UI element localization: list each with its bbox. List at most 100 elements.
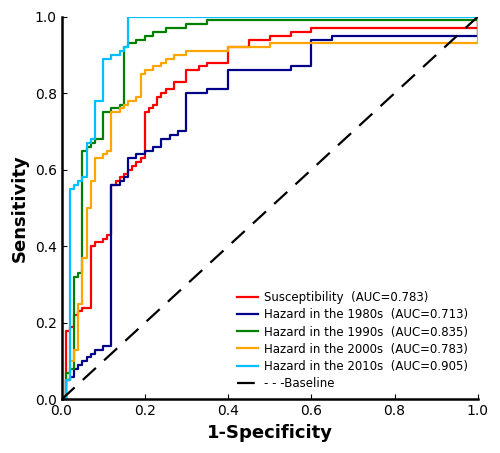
Hazard in the 1980s  (AUC=0.713) — [184, 91, 190, 96]
Hazard in the 2010s  (AUC=0.905) — [80, 175, 86, 180]
Hazard in the 2010s  (AUC=0.905) — [75, 178, 81, 184]
Hazard in the 1980s  (AUC=0.713) — [67, 374, 73, 379]
Hazard in the 2000s  (AUC=0.783) — [108, 110, 114, 115]
Hazard in the 2010s  (AUC=0.905) — [62, 378, 68, 383]
Hazard in the 1980s  (AUC=0.713) — [100, 343, 106, 349]
Hazard in the 1990s  (AUC=0.835) — [108, 106, 114, 111]
Susceptibility  (AUC=0.783) — [184, 67, 190, 73]
Susceptibility  (AUC=0.783) — [204, 60, 210, 65]
Hazard in the 1980s  (AUC=0.713) — [329, 33, 335, 39]
Susceptibility  (AUC=0.783) — [134, 159, 140, 165]
Hazard in the 2010s  (AUC=0.905) — [121, 44, 127, 50]
Hazard in the 1980s  (AUC=0.713) — [225, 67, 231, 73]
Susceptibility  (AUC=0.783) — [171, 79, 177, 84]
Susceptibility  (AUC=0.783) — [162, 87, 168, 92]
Susceptibility  (AUC=0.783) — [125, 167, 131, 173]
Hazard in the 1990s  (AUC=0.835) — [92, 136, 98, 142]
Hazard in the 1990s  (AUC=0.835) — [150, 29, 156, 34]
Susceptibility  (AUC=0.783) — [112, 178, 118, 184]
Hazard in the 1980s  (AUC=0.713) — [71, 366, 77, 371]
Hazard in the 2010s  (AUC=0.905) — [475, 14, 481, 19]
Line: Susceptibility  (AUC=0.783): Susceptibility (AUC=0.783) — [62, 17, 478, 400]
Hazard in the 2000s  (AUC=0.783) — [125, 98, 131, 104]
Hazard in the 2000s  (AUC=0.783) — [67, 358, 73, 364]
Susceptibility  (AUC=0.783) — [308, 25, 314, 31]
Susceptibility  (AUC=0.783) — [104, 232, 110, 237]
Susceptibility  (AUC=0.783) — [146, 106, 152, 111]
Hazard in the 2000s  (AUC=0.783) — [75, 301, 81, 307]
Susceptibility  (AUC=0.783) — [130, 163, 136, 169]
Susceptibility  (AUC=0.783) — [121, 171, 127, 176]
Susceptibility  (AUC=0.783) — [158, 91, 164, 96]
Hazard in the 1980s  (AUC=0.713) — [175, 129, 181, 134]
Hazard in the 2000s  (AUC=0.783) — [104, 148, 110, 153]
Hazard in the 2000s  (AUC=0.783) — [84, 205, 89, 211]
Hazard in the 1980s  (AUC=0.713) — [62, 378, 68, 383]
Hazard in the 2000s  (AUC=0.783) — [92, 155, 98, 161]
Susceptibility  (AUC=0.783) — [288, 29, 294, 34]
Hazard in the 1990s  (AUC=0.835) — [100, 110, 106, 115]
Hazard in the 1990s  (AUC=0.835) — [80, 148, 86, 153]
Susceptibility  (AUC=0.783) — [196, 64, 202, 69]
Hazard in the 2000s  (AUC=0.783) — [88, 178, 94, 184]
Hazard in the 1980s  (AUC=0.713) — [204, 87, 210, 92]
Susceptibility  (AUC=0.783) — [80, 305, 86, 310]
Line: Hazard in the 1990s  (AUC=0.835): Hazard in the 1990s (AUC=0.835) — [62, 17, 478, 400]
Hazard in the 1980s  (AUC=0.713) — [142, 148, 148, 153]
Hazard in the 2000s  (AUC=0.783) — [162, 56, 168, 62]
Hazard in the 1990s  (AUC=0.835) — [62, 370, 68, 376]
Susceptibility  (AUC=0.783) — [225, 44, 231, 50]
Hazard in the 2000s  (AUC=0.783) — [150, 64, 156, 69]
Hazard in the 2000s  (AUC=0.783) — [138, 71, 143, 77]
Hazard in the 1980s  (AUC=0.713) — [150, 144, 156, 149]
Hazard in the 1990s  (AUC=0.835) — [75, 270, 81, 276]
Hazard in the 1980s  (AUC=0.713) — [288, 64, 294, 69]
Hazard in the 2000s  (AUC=0.783) — [58, 397, 64, 402]
Susceptibility  (AUC=0.783) — [108, 183, 114, 188]
Susceptibility  (AUC=0.783) — [92, 240, 98, 245]
Susceptibility  (AUC=0.783) — [75, 308, 81, 314]
Hazard in the 1990s  (AUC=0.835) — [125, 41, 131, 46]
Hazard in the 1980s  (AUC=0.713) — [167, 133, 173, 138]
Hazard in the 1980s  (AUC=0.713) — [134, 152, 140, 157]
Susceptibility  (AUC=0.783) — [88, 244, 94, 249]
Hazard in the 2000s  (AUC=0.783) — [158, 60, 164, 65]
Susceptibility  (AUC=0.783) — [138, 155, 143, 161]
Hazard in the 1980s  (AUC=0.713) — [80, 358, 86, 364]
Hazard in the 1990s  (AUC=0.835) — [475, 14, 481, 19]
Hazard in the 2000s  (AUC=0.783) — [475, 14, 481, 19]
Hazard in the 2010s  (AUC=0.905) — [88, 136, 94, 142]
Hazard in the 2000s  (AUC=0.783) — [62, 378, 68, 383]
Hazard in the 1980s  (AUC=0.713) — [117, 178, 123, 184]
Y-axis label: Sensitivity: Sensitivity — [11, 154, 29, 262]
Hazard in the 1990s  (AUC=0.835) — [71, 274, 77, 280]
Susceptibility  (AUC=0.783) — [67, 324, 73, 329]
Hazard in the 1990s  (AUC=0.835) — [88, 140, 94, 146]
Hazard in the 1990s  (AUC=0.835) — [162, 25, 168, 31]
Hazard in the 2000s  (AUC=0.783) — [184, 48, 190, 54]
Hazard in the 1990s  (AUC=0.835) — [117, 102, 123, 107]
Hazard in the 1990s  (AUC=0.835) — [121, 44, 127, 50]
Hazard in the 2010s  (AUC=0.905) — [92, 98, 98, 104]
Hazard in the 2010s  (AUC=0.905) — [67, 186, 73, 192]
Hazard in the 1980s  (AUC=0.713) — [108, 183, 114, 188]
Hazard in the 2000s  (AUC=0.783) — [121, 102, 127, 107]
Hazard in the 1990s  (AUC=0.835) — [84, 144, 89, 149]
Susceptibility  (AUC=0.783) — [71, 313, 77, 318]
Hazard in the 2010s  (AUC=0.905) — [71, 183, 77, 188]
Line: Hazard in the 2000s  (AUC=0.783): Hazard in the 2000s (AUC=0.783) — [62, 17, 478, 400]
Hazard in the 1980s  (AUC=0.713) — [158, 136, 164, 142]
Hazard in the 1990s  (AUC=0.835) — [142, 33, 148, 39]
Hazard in the 2000s  (AUC=0.783) — [100, 152, 106, 157]
Hazard in the 2010s  (AUC=0.905) — [117, 48, 123, 54]
Hazard in the 2010s  (AUC=0.905) — [58, 397, 64, 402]
Hazard in the 1980s  (AUC=0.713) — [308, 37, 314, 42]
Hazard in the 2000s  (AUC=0.783) — [134, 94, 140, 100]
Hazard in the 2010s  (AUC=0.905) — [84, 140, 89, 146]
Hazard in the 1990s  (AUC=0.835) — [184, 22, 190, 27]
Hazard in the 1980s  (AUC=0.713) — [125, 155, 131, 161]
Hazard in the 2000s  (AUC=0.783) — [266, 41, 272, 46]
Hazard in the 2010s  (AUC=0.905) — [125, 14, 131, 19]
Hazard in the 2000s  (AUC=0.783) — [142, 67, 148, 73]
Line: Hazard in the 2010s  (AUC=0.905): Hazard in the 2010s (AUC=0.905) — [62, 17, 478, 400]
